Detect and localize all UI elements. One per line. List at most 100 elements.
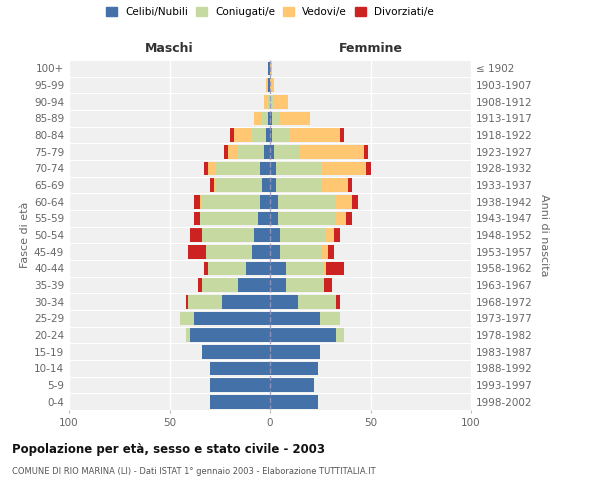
Legend: Celibi/Nubili, Coniugati/e, Vedovi/e, Divorziati/e: Celibi/Nubili, Coniugati/e, Vedovi/e, Di… xyxy=(104,5,436,20)
Bar xyxy=(324,278,332,292)
Bar xyxy=(270,312,320,325)
Bar xyxy=(270,162,276,175)
Bar xyxy=(326,262,344,275)
Bar xyxy=(234,128,252,142)
Bar xyxy=(188,295,222,308)
Bar xyxy=(264,95,268,108)
Bar xyxy=(364,145,368,158)
Bar xyxy=(268,78,270,92)
Bar xyxy=(270,228,280,242)
Bar xyxy=(290,128,340,142)
Bar xyxy=(258,212,270,225)
Y-axis label: Anni di nascita: Anni di nascita xyxy=(539,194,549,276)
Bar xyxy=(222,295,270,308)
Bar xyxy=(270,178,276,192)
Bar xyxy=(346,212,352,225)
Bar xyxy=(268,112,270,125)
Bar xyxy=(194,212,200,225)
Bar xyxy=(272,112,280,125)
Bar xyxy=(266,128,270,142)
Bar xyxy=(322,245,328,258)
Bar xyxy=(203,262,208,275)
Bar xyxy=(337,212,346,225)
Bar xyxy=(238,278,270,292)
Bar xyxy=(202,345,270,358)
Bar xyxy=(322,162,367,175)
Bar xyxy=(185,328,190,342)
Bar xyxy=(190,328,270,342)
Y-axis label: Fasce di età: Fasce di età xyxy=(20,202,30,268)
Text: Popolazione per età, sesso e stato civile - 2003: Popolazione per età, sesso e stato civil… xyxy=(12,442,325,456)
Bar xyxy=(252,128,266,142)
Bar xyxy=(270,195,278,208)
Bar xyxy=(203,162,208,175)
Bar xyxy=(228,145,238,158)
Bar xyxy=(324,262,326,275)
Bar xyxy=(286,278,324,292)
Bar xyxy=(202,278,238,292)
Bar xyxy=(185,295,188,308)
Bar xyxy=(194,195,200,208)
Bar xyxy=(270,78,274,92)
Bar xyxy=(270,328,337,342)
Bar xyxy=(246,262,270,275)
Bar xyxy=(286,262,324,275)
Bar xyxy=(349,178,352,192)
Text: Femmine: Femmine xyxy=(338,42,403,55)
Bar xyxy=(337,295,340,308)
Bar xyxy=(298,295,337,308)
Bar xyxy=(340,128,344,142)
Bar xyxy=(210,395,270,408)
Bar xyxy=(300,145,364,158)
Bar xyxy=(274,145,300,158)
Bar xyxy=(224,145,228,158)
Bar xyxy=(260,162,270,175)
Bar xyxy=(278,212,337,225)
Bar xyxy=(188,245,206,258)
Bar xyxy=(210,362,270,375)
Bar xyxy=(270,62,272,75)
Bar xyxy=(322,178,349,192)
Bar xyxy=(280,245,322,258)
Bar xyxy=(352,195,358,208)
Bar xyxy=(270,212,278,225)
Text: COMUNE DI RIO MARINA (LI) - Dati ISTAT 1° gennaio 2003 - Elaborazione TUTTITALIA: COMUNE DI RIO MARINA (LI) - Dati ISTAT 1… xyxy=(12,468,376,476)
Text: Maschi: Maschi xyxy=(145,42,194,55)
Bar xyxy=(254,228,270,242)
Bar xyxy=(334,228,340,242)
Bar xyxy=(278,195,337,208)
Bar xyxy=(270,395,318,408)
Bar xyxy=(214,178,216,192)
Bar xyxy=(194,312,270,325)
Bar xyxy=(320,312,340,325)
Bar xyxy=(328,245,334,258)
Bar xyxy=(260,195,270,208)
Bar xyxy=(200,212,258,225)
Bar xyxy=(264,145,270,158)
Bar xyxy=(270,378,314,392)
Bar xyxy=(272,128,290,142)
Bar xyxy=(202,228,254,242)
Bar xyxy=(254,112,262,125)
Bar xyxy=(276,162,322,175)
Bar xyxy=(270,112,272,125)
Bar xyxy=(262,112,268,125)
Bar xyxy=(270,345,320,358)
Bar xyxy=(270,145,274,158)
Bar xyxy=(280,112,310,125)
Bar xyxy=(280,228,326,242)
Bar xyxy=(200,195,202,208)
Bar xyxy=(270,262,286,275)
Bar xyxy=(210,178,214,192)
Bar xyxy=(276,178,322,192)
Bar xyxy=(179,312,194,325)
Bar xyxy=(268,62,270,75)
Bar xyxy=(270,362,318,375)
Bar xyxy=(270,128,272,142)
Bar xyxy=(326,228,334,242)
Bar xyxy=(367,162,371,175)
Bar xyxy=(230,128,234,142)
Bar xyxy=(270,278,286,292)
Bar xyxy=(206,245,252,258)
Bar xyxy=(262,178,270,192)
